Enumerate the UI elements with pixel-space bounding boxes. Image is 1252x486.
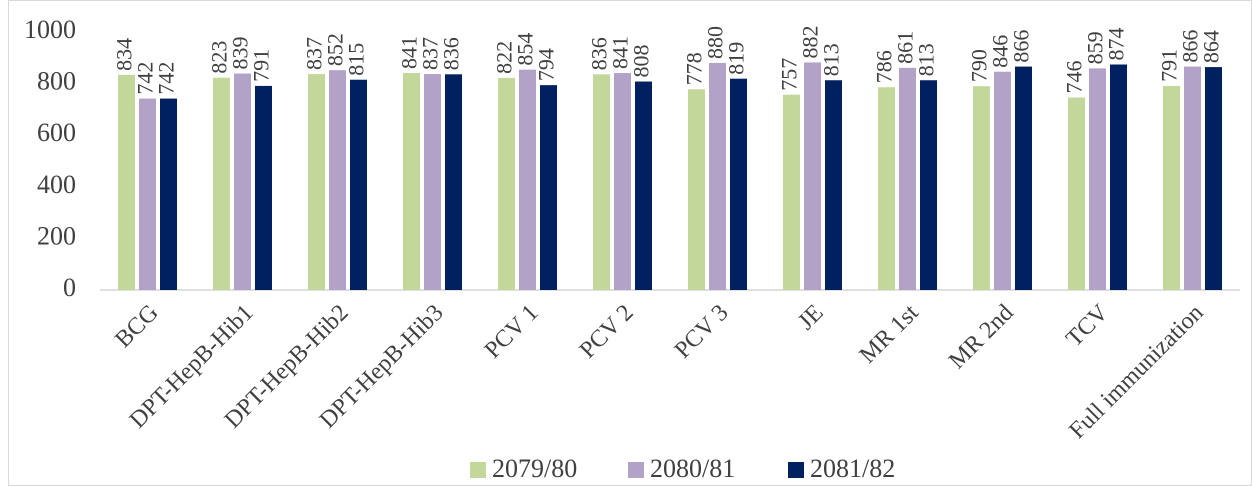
value-label: 846 bbox=[988, 35, 1013, 68]
x-tick-label: MR 1st bbox=[855, 300, 924, 369]
bar bbox=[593, 74, 610, 290]
bar bbox=[118, 74, 135, 290]
value-label: 836 bbox=[587, 37, 612, 70]
bar bbox=[614, 73, 631, 290]
bar bbox=[688, 89, 705, 290]
value-label: 852 bbox=[323, 33, 348, 66]
value-label: 822 bbox=[492, 41, 517, 74]
y-tick-label: 0 bbox=[63, 273, 76, 302]
value-label: 808 bbox=[629, 45, 654, 78]
y-tick-label: 600 bbox=[37, 118, 76, 147]
value-label: 839 bbox=[228, 37, 253, 70]
bar bbox=[1163, 85, 1180, 290]
legend-label: 2081/82 bbox=[810, 454, 895, 483]
value-label: 859 bbox=[1083, 31, 1108, 64]
x-tick-label: PCV 3 bbox=[670, 300, 734, 364]
value-label: 854 bbox=[513, 33, 538, 66]
bar bbox=[709, 62, 726, 291]
value-label: 742 bbox=[133, 62, 158, 95]
legend-label: 2079/80 bbox=[492, 454, 577, 483]
bar bbox=[635, 81, 652, 290]
bar bbox=[825, 80, 842, 290]
y-tick-label: 400 bbox=[37, 170, 76, 199]
value-label: 746 bbox=[1062, 61, 1087, 94]
value-label: 757 bbox=[777, 58, 802, 91]
bar bbox=[308, 74, 325, 290]
bar bbox=[160, 98, 177, 291]
y-tick-label: 1000 bbox=[24, 15, 76, 44]
x-tick-label: MR 2nd bbox=[944, 300, 1019, 375]
x-tick-label: JE bbox=[793, 300, 828, 335]
legend-swatch bbox=[470, 462, 486, 478]
value-label: 791 bbox=[249, 49, 274, 82]
x-tick-label: PCV 2 bbox=[575, 300, 639, 364]
value-label: 815 bbox=[344, 43, 369, 76]
value-label: 837 bbox=[418, 37, 443, 70]
value-label: 794 bbox=[534, 48, 559, 81]
value-label: 823 bbox=[207, 41, 232, 74]
bar bbox=[350, 79, 367, 290]
value-label: 880 bbox=[703, 26, 728, 59]
x-tick-label: TCV bbox=[1061, 299, 1114, 352]
bar bbox=[139, 98, 156, 291]
bar bbox=[1205, 67, 1222, 290]
value-label: 882 bbox=[798, 25, 823, 58]
bar bbox=[213, 77, 230, 290]
value-label: 742 bbox=[154, 62, 179, 95]
value-label: 834 bbox=[112, 38, 137, 71]
value-label: 819 bbox=[724, 42, 749, 75]
value-label: 813 bbox=[914, 43, 939, 76]
x-tick-label: BCG bbox=[110, 300, 163, 353]
bar bbox=[1068, 97, 1085, 290]
bar bbox=[920, 80, 937, 290]
value-label: 841 bbox=[397, 36, 422, 69]
value-label: 836 bbox=[439, 37, 464, 70]
bar bbox=[730, 78, 747, 290]
value-label: 791 bbox=[1157, 49, 1182, 82]
value-label: 866 bbox=[1178, 30, 1203, 63]
value-label: 778 bbox=[682, 52, 707, 85]
bar bbox=[878, 87, 895, 290]
value-label: 864 bbox=[1199, 30, 1224, 63]
y-tick-label: 800 bbox=[37, 67, 76, 96]
bar bbox=[994, 71, 1011, 291]
value-label: 790 bbox=[967, 49, 992, 82]
y-tick-label: 200 bbox=[37, 221, 76, 250]
value-label: 866 bbox=[1009, 30, 1034, 63]
bar bbox=[804, 62, 821, 290]
value-label: 837 bbox=[302, 37, 327, 70]
legend-swatch bbox=[788, 462, 804, 478]
bar bbox=[424, 74, 441, 290]
value-label: 841 bbox=[608, 36, 633, 69]
value-label: 813 bbox=[819, 43, 844, 76]
bar bbox=[329, 70, 346, 291]
legend-swatch bbox=[628, 462, 644, 478]
bar bbox=[1089, 68, 1106, 291]
x-tick-label: PCV 1 bbox=[480, 300, 544, 364]
bar bbox=[1184, 66, 1201, 291]
value-label: 786 bbox=[872, 50, 897, 83]
bar bbox=[1110, 64, 1127, 291]
bar bbox=[498, 77, 515, 290]
bar bbox=[519, 69, 536, 290]
value-label: 874 bbox=[1104, 28, 1129, 61]
legend-label: 2080/81 bbox=[650, 454, 735, 483]
bar bbox=[234, 73, 251, 291]
bar bbox=[445, 74, 462, 290]
bar bbox=[783, 94, 800, 290]
bar bbox=[1015, 66, 1032, 291]
bar bbox=[403, 73, 420, 290]
bar bbox=[899, 67, 916, 290]
bar bbox=[255, 85, 272, 290]
bar bbox=[540, 85, 557, 290]
bar bbox=[973, 86, 990, 291]
value-label: 861 bbox=[893, 31, 918, 64]
